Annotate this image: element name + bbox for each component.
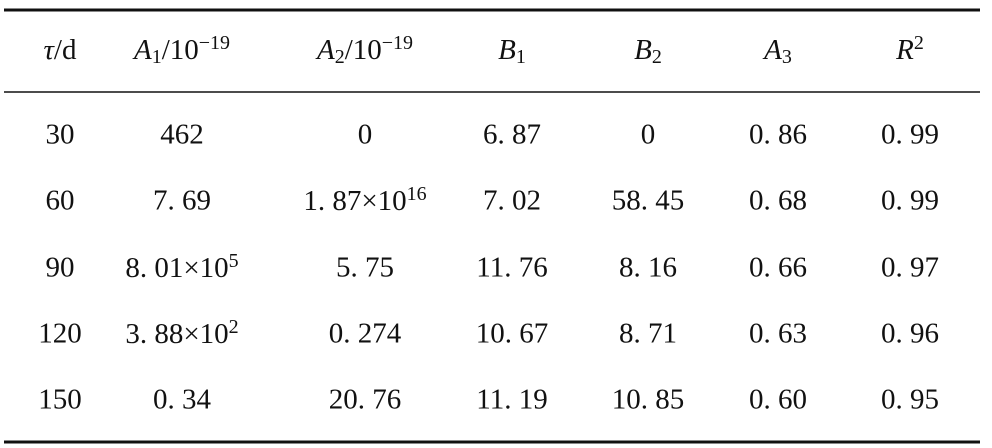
text-run: 8. 01×10 [125,252,228,284]
header-cell: B2 [634,34,662,68]
table-cell: 120 [38,318,82,350]
text-run: 2 [229,316,239,338]
table-cell: 1. 87×1016 [303,183,426,217]
table-cell: 462 [160,119,204,151]
header-cell: A1/10−19 [132,32,230,68]
table-cell: 0 [641,119,656,151]
table-cell: 58. 45 [612,185,685,217]
text-run: 1. 87×10 [303,185,406,217]
text-run: −19 [199,32,230,54]
text-run: 2 [335,46,345,68]
text-run: 16 [407,183,427,205]
table-cell: 6. 87 [483,119,541,151]
table-cell: 0. 86 [749,119,807,151]
table-cell: 11. 19 [476,384,547,416]
table-cell: 10. 67 [476,318,549,350]
text-run: A [132,34,152,66]
text-run: −19 [382,32,413,54]
table-cell: 10. 85 [612,384,685,416]
table-cell: 30 [46,119,75,151]
table-cell: 90 [46,252,75,284]
header-cell: A2/10−19 [315,32,413,68]
table-cell: 0 [358,119,373,151]
table-cell: 0. 34 [153,384,212,416]
table-cell: 0. 66 [749,252,807,284]
text-run: 5 [229,250,239,272]
header-cell: A3 [762,34,792,68]
table-cell: 0. 96 [881,318,939,350]
header-cell: R2 [895,32,924,66]
table-cell: 8. 71 [619,318,677,350]
text-run: /d [54,34,77,66]
text-run: A [762,34,782,66]
table-cell: 0. 95 [881,384,939,416]
table-cell: 3. 88×102 [125,316,238,350]
text-run: 2 [652,46,662,68]
table-cell: 20. 76 [329,384,402,416]
text-run: B [498,34,516,66]
text-run: A [315,34,335,66]
text-run: /10 [345,34,382,66]
text-run: 3. 88×10 [125,318,228,350]
table-cell: 60 [46,185,75,217]
table-cell: 5. 75 [336,252,394,284]
text-run: 1 [516,46,526,68]
table-cell: 7. 69 [153,185,211,217]
text-run: 2 [914,32,924,54]
table-cell: 0. 60 [749,384,807,416]
text-run: 1 [152,46,162,68]
table-cell: 8. 16 [619,252,677,284]
table-cell: 150 [38,384,82,416]
table-cell: 0. 97 [881,252,939,284]
table-cell: 0. 99 [881,119,939,151]
table-cell: 0. 63 [749,318,807,350]
table-cell: 7. 02 [483,185,541,217]
table-cell: 8. 01×105 [125,250,238,284]
table-cell: 11. 76 [476,252,547,284]
text-run: /10 [162,34,199,66]
table-cell: 0. 274 [329,318,402,350]
text-run: B [634,34,652,66]
table-cell: 0. 68 [749,185,807,217]
header-cell: τ/d [44,34,77,66]
table-cell: 0. 99 [881,185,939,217]
text-run: 3 [782,46,792,68]
text-run: τ [44,34,56,66]
text-run: R [895,34,914,66]
header-cell: B1 [498,34,526,68]
